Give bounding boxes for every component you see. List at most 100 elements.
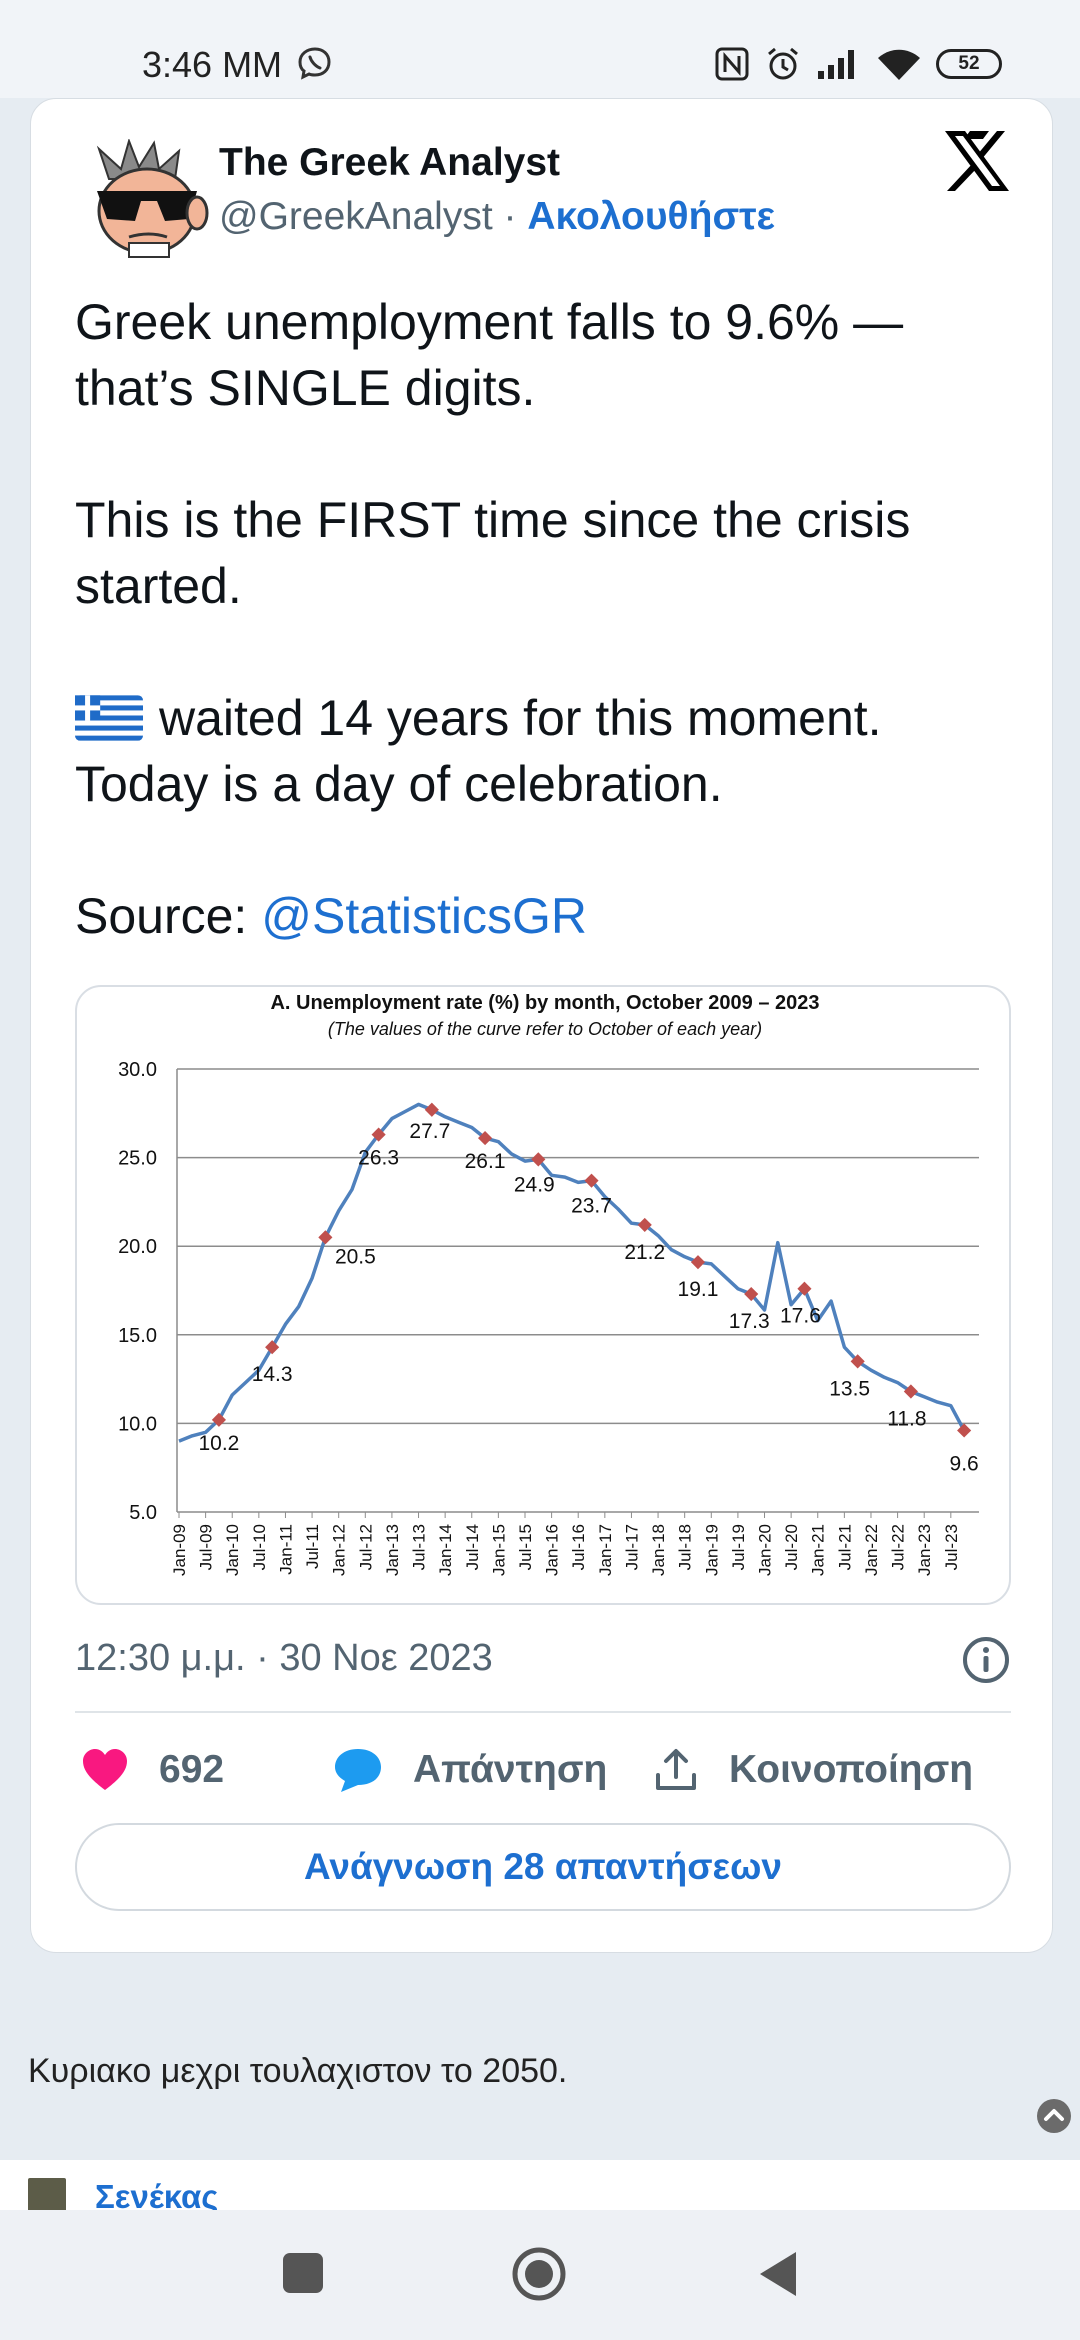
data-marker <box>318 1230 333 1245</box>
y-axis-ticks: 30.0 25.0 20.0 15.0 10.0 5.0 <box>118 1059 157 1524</box>
data-label: 13.5 <box>829 1377 870 1400</box>
next-reply-author[interactable]: Σενέκας <box>95 2178 219 2215</box>
tweet-meta: 12:30 μ.μ. · 30 Νοε 2023 <box>75 1629 1011 1689</box>
tweet-text: Greek unemployment falls to 9.6% — that’… <box>75 289 1025 949</box>
y-tick-label: 5.0 <box>129 1502 157 1524</box>
data-marker <box>637 1217 652 1233</box>
nfc-icon <box>715 47 749 81</box>
y-tick-label: 25.0 <box>118 1148 157 1170</box>
y-tick-label: 10.0 <box>118 1413 157 1435</box>
home-icon[interactable] <box>511 2246 567 2302</box>
data-label: 10.2 <box>198 1432 239 1455</box>
data-label: 11.8 <box>887 1408 926 1431</box>
unemployment-chart: A. Unemployment rate (%) by month, Octob… <box>118 992 979 1576</box>
share-button[interactable]: Κοινοποίηση <box>653 1735 973 1805</box>
x-tick-label: Jul-09 <box>197 1524 216 1570</box>
tweet-line-1: Greek unemployment falls to 9.6% — that’… <box>75 294 904 416</box>
author-avatar[interactable] <box>79 139 229 259</box>
x-tick-label: Jul-15 <box>516 1524 535 1570</box>
data-marker <box>690 1255 706 1270</box>
like-button[interactable]: 692 <box>81 1735 224 1805</box>
x-logo-icon[interactable] <box>943 129 1011 193</box>
data-label: 14.3 <box>252 1363 293 1386</box>
data-label: 9.6 <box>950 1452 979 1475</box>
share-label: Κοινοποίηση <box>729 1748 974 1791</box>
data-labels: 10.2 14.3 20.5 26.3 27.7 26.1 24.9 23.7 21.2 19.1… <box>198 1120 978 1476</box>
source-mention-link[interactable]: @StatisticsGR <box>261 888 588 944</box>
x-tick-label: Jan-21 <box>809 1524 828 1576</box>
x-tick-label: Jan-12 <box>330 1524 349 1576</box>
x-tick-label: Jan-23 <box>915 1524 934 1576</box>
recents-icon[interactable] <box>280 2250 326 2296</box>
tweet-line-3: waited 14 years for this moment. Today i… <box>75 685 1025 817</box>
tweet-card[interactable]: The Greek Analyst @GreekAnalyst · Ακολου… <box>30 98 1053 1953</box>
x-tick-label: Jan-09 <box>170 1524 189 1576</box>
source-label: Source: <box>75 888 262 944</box>
x-tick-label: Jul-11 <box>303 1524 322 1569</box>
data-label: 26.3 <box>358 1147 399 1170</box>
x-tick-label: Jul-23 <box>942 1524 961 1570</box>
signal-icon <box>818 50 854 79</box>
status-bar: 3:46 MM 52 <box>0 0 1080 98</box>
data-marker <box>957 1423 972 1438</box>
y-tick-label: 15.0 <box>118 1325 157 1347</box>
data-marker <box>265 1340 280 1355</box>
data-marker <box>477 1131 493 1146</box>
x-tick-label: Jul-22 <box>889 1524 908 1570</box>
comment-text: Κυριακο μεχρι τουλαχιστον το 2050. <box>28 2052 568 2090</box>
status-time: 3:46 MM <box>142 44 283 85</box>
follow-link[interactable]: Ακολουθήστε <box>527 195 776 238</box>
x-tick-label: Jul-20 <box>782 1524 801 1570</box>
y-tick-label: 30.0 <box>118 1059 157 1081</box>
divider <box>75 1711 1011 1713</box>
x-tick-label: Jul-17 <box>622 1524 641 1570</box>
read-replies-button[interactable]: Ανάγνωση 28 απαντήσεων <box>75 1823 1011 1911</box>
data-label: 23.7 <box>571 1195 612 1218</box>
x-tick-label: Jul-18 <box>676 1524 695 1570</box>
author-name[interactable]: The Greek Analyst <box>219 141 561 184</box>
wifi-icon <box>878 49 920 80</box>
tweet-source: Source: @StatisticsGR <box>75 883 1025 949</box>
data-label: 24.9 <box>514 1173 555 1196</box>
battery-icon: 52 <box>936 49 1002 79</box>
data-marker <box>584 1173 599 1188</box>
data-label: 20.5 <box>335 1245 376 1268</box>
data-marker <box>797 1281 812 1296</box>
x-tick-label: Jan-20 <box>756 1524 775 1576</box>
x-tick-label: Jan-11 <box>276 1524 295 1575</box>
data-marker <box>903 1384 918 1399</box>
y-tick-label: 20.0 <box>118 1236 157 1258</box>
info-icon[interactable] <box>961 1635 1011 1685</box>
x-tick-label: Jan-18 <box>649 1524 668 1576</box>
greek-flag-icon <box>75 695 143 741</box>
author-handle[interactable]: @GreekAnalyst <box>219 195 493 238</box>
tweet-line-3-text: waited 14 years for this moment. Today i… <box>75 690 882 812</box>
x-tick-label: Jan-14 <box>436 1524 455 1576</box>
heart-icon <box>83 1749 127 1790</box>
reply-bubble-icon <box>335 1749 381 1792</box>
chart-image[interactable]: A. Unemployment rate (%) by month, Octob… <box>75 985 1011 1605</box>
tweet-timestamp[interactable]: 12:30 μ.μ. · 30 Νοε 2023 <box>75 1637 493 1679</box>
series-line <box>178 1102 966 1443</box>
reply-button[interactable]: Απάντηση <box>333 1735 607 1805</box>
separator: · <box>492 195 528 238</box>
chevron-up-icon[interactable] <box>1036 2098 1072 2134</box>
data-label: 21.2 <box>624 1241 665 1264</box>
data-marker <box>850 1354 865 1369</box>
data-label: 27.7 <box>409 1120 450 1143</box>
back-icon[interactable] <box>756 2250 800 2298</box>
data-label: 17.3 <box>729 1310 770 1333</box>
tweet-actions: 692 Απάντηση Κοινοποίηση <box>75 1735 1011 1805</box>
share-icon <box>656 1749 696 1790</box>
data-marker <box>371 1127 386 1142</box>
navigation-bar <box>0 2210 1080 2340</box>
viber-icon <box>298 47 331 80</box>
data-label: 26.1 <box>465 1150 506 1173</box>
x-tick-label: Jul-19 <box>729 1524 748 1570</box>
x-tick-label: Jan-10 <box>223 1524 242 1576</box>
x-tick-label: Jul-16 <box>569 1524 588 1570</box>
chart-subtitle: (The values of the curve refer to Octobe… <box>328 1019 762 1039</box>
chart-title: A. Unemployment rate (%) by month, Octob… <box>270 992 819 1014</box>
x-tick-label: Jan-17 <box>596 1524 615 1576</box>
x-tick-label: Jul-12 <box>356 1524 375 1570</box>
